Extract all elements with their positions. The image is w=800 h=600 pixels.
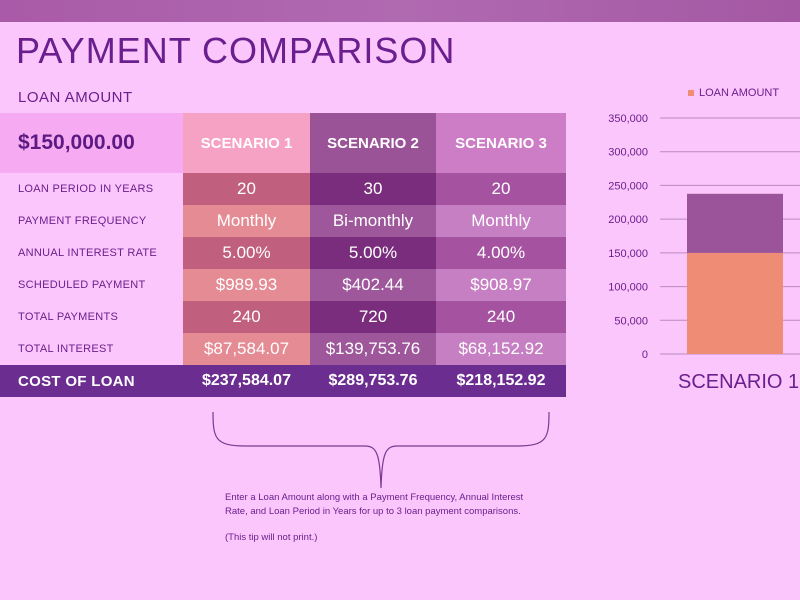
tip-note: (This tip will not print.): [225, 532, 318, 543]
table-row: SCHEDULED PAYMENT $989.93 $402.44 $908.9…: [0, 269, 566, 301]
scenario-3-loan-period[interactable]: 20: [436, 173, 566, 205]
scenario-3-header: SCENARIO 3: [436, 113, 566, 173]
table-row: LOAN PERIOD IN YEARS 20 30 20: [0, 173, 566, 205]
y-tick-label: 350,000: [608, 113, 648, 125]
y-tick-label: 100,000: [608, 282, 648, 294]
y-tick-label: 0: [642, 349, 648, 361]
scenario-2-payment-frequency[interactable]: Bi-monthly: [310, 205, 436, 237]
y-tick-label: 150,000: [608, 248, 648, 260]
tip-text: Enter a Loan Amount along with a Payment…: [225, 491, 545, 557]
y-tick-label: 250,000: [608, 180, 648, 192]
row-label: PAYMENT FREQUENCY: [18, 215, 147, 227]
table-header-row: $150,000.00 SCENARIO 1 SCENARIO 2 SCENAR…: [0, 113, 566, 173]
top-bar: [0, 0, 800, 22]
loan-amount-label: LOAN AMOUNT: [18, 89, 133, 106]
cost-of-loan-label: COST OF LOAN: [0, 365, 183, 397]
loan-amount-input[interactable]: $150,000.00: [0, 113, 183, 173]
scenario-3-total-payments: 240: [436, 301, 566, 333]
row-label: TOTAL PAYMENTS: [18, 311, 119, 323]
y-tick-label: 200,000: [608, 214, 648, 226]
comparison-table: $150,000.00 SCENARIO 1 SCENARIO 2 SCENAR…: [0, 113, 566, 397]
scenario-3-total-interest: $68,152.92: [436, 333, 566, 365]
chart-legend: LOAN AMOUNT: [688, 87, 779, 99]
table-row: PAYMENT FREQUENCY Monthly Bi-monthly Mon…: [0, 205, 566, 237]
row-label: LOAN PERIOD IN YEARS: [18, 183, 154, 195]
scenario-1-total-payments: 240: [183, 301, 310, 333]
bar-loan-amount: [687, 252, 783, 354]
row-label: SCHEDULED PAYMENT: [18, 279, 146, 291]
scenario-1-header: SCENARIO 1: [183, 113, 310, 173]
row-label: TOTAL INTEREST: [18, 343, 114, 355]
legend-label: LOAN AMOUNT: [699, 87, 780, 99]
loan-chart: 0 50,000 100,000 150,000 200,000 250,000 300,0…: [608, 113, 800, 361]
y-tick-label: 300,000: [608, 147, 648, 159]
page-title: PAYMENT COMPARISON: [16, 30, 456, 71]
scenario-3-interest-rate[interactable]: 4.00%: [436, 237, 566, 269]
scenario-1-loan-period[interactable]: 20: [183, 173, 310, 205]
scenario-2-total-interest: $139,753.76: [310, 333, 436, 365]
scenario-2-header: SCENARIO 2: [310, 113, 436, 173]
cost-of-loan-row: COST OF LOAN $237,584.07 $289,753.76 $21…: [0, 365, 566, 397]
chart-category-label: SCENARIO 1: [678, 371, 800, 393]
scenario-1-payment-frequency[interactable]: Monthly: [183, 205, 310, 237]
scenario-2-scheduled-payment: $402.44: [310, 269, 436, 301]
scenario-2-cost-of-loan: $289,753.76: [310, 365, 436, 397]
scenario-2-total-payments: 720: [310, 301, 436, 333]
scenario-3-scheduled-payment: $908.97: [436, 269, 566, 301]
bar-total-interest: [687, 193, 783, 253]
scenario-3-cost-of-loan: $218,152.92: [436, 365, 566, 397]
table-row: TOTAL INTEREST $87,584.07 $139,753.76 $6…: [0, 333, 566, 365]
table-row: TOTAL PAYMENTS 240 720 240: [0, 301, 566, 333]
scenario-2-interest-rate[interactable]: 5.00%: [310, 237, 436, 269]
scenario-1-cost-of-loan: $237,584.07: [183, 365, 310, 397]
row-label: ANNUAL INTEREST RATE: [18, 247, 158, 259]
scenario-1-scheduled-payment: $989.93: [183, 269, 310, 301]
y-tick-label: 50,000: [614, 315, 648, 327]
scenario-1-interest-rate[interactable]: 5.00%: [183, 237, 310, 269]
brace-shape: [212, 411, 550, 489]
scenario-1-total-interest: $87,584.07: [183, 333, 310, 365]
legend-swatch: [688, 90, 694, 96]
scenario-2-loan-period[interactable]: 30: [310, 173, 436, 205]
scenario-3-payment-frequency[interactable]: Monthly: [436, 205, 566, 237]
tip-body: Enter a Loan Amount along with a Payment…: [225, 492, 524, 517]
table-row: ANNUAL INTEREST RATE 5.00% 5.00% 4.00%: [0, 237, 566, 269]
